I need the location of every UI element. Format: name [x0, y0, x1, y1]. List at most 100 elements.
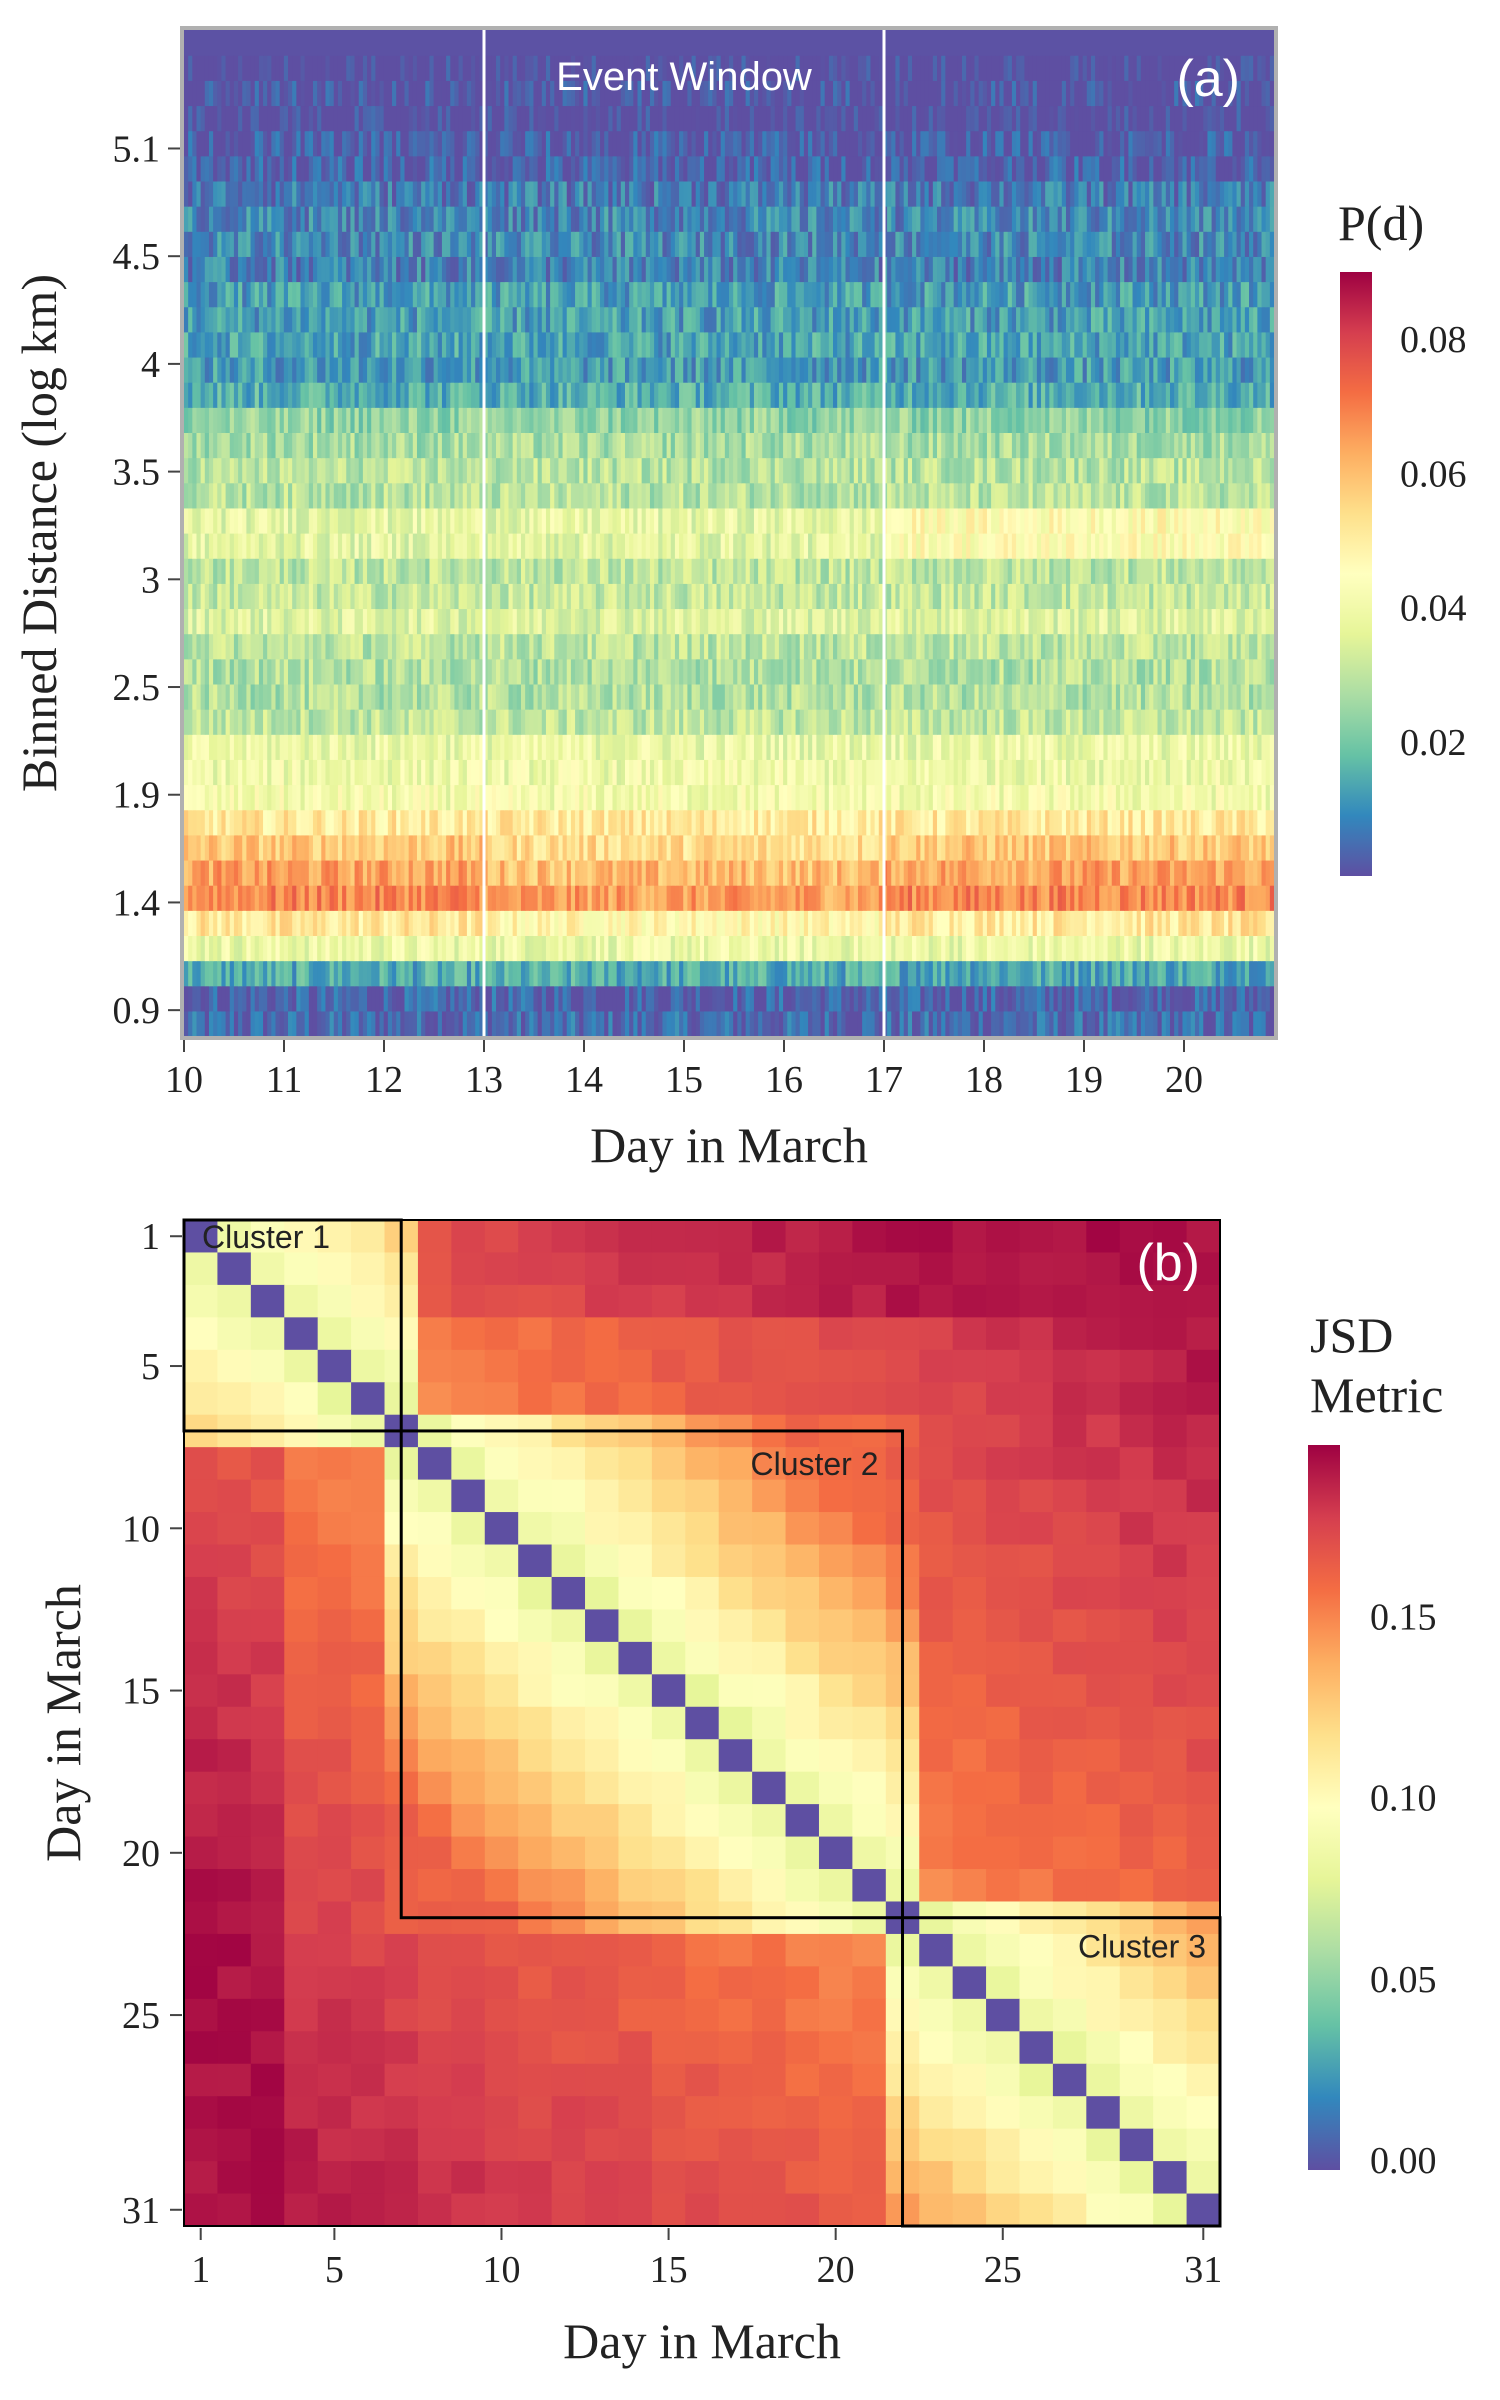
panel-a-cell: [916, 558, 921, 584]
panel-a-cell: [471, 583, 476, 610]
panel-a-cell: [608, 784, 614, 811]
panel-a-cell: [816, 910, 822, 936]
panel-a-cell: [799, 910, 805, 936]
panel-a-cell: [841, 809, 847, 836]
panel-a-cell: [292, 935, 297, 962]
panel-a-cell: [1149, 960, 1154, 987]
panel-a-cell: [1065, 1010, 1071, 1037]
panel-a-cell: [396, 683, 401, 710]
panel-a-cell: [1099, 935, 1105, 962]
panel-a-cell: [1028, 658, 1034, 685]
panel-a-cell: [362, 985, 368, 1012]
panel-a-cell: [941, 935, 946, 962]
panel-a-cell: [645, 784, 651, 811]
panel-a-cell: [246, 683, 252, 710]
panel-a-cell: [695, 608, 701, 635]
panel-a-cell: [691, 809, 697, 836]
panel-a-cell: [208, 1010, 214, 1037]
panel-a-cell: [1124, 885, 1129, 911]
panel-a-cell: [666, 784, 672, 811]
panel-a-cell: [471, 834, 476, 861]
panel-a-cell: [425, 784, 431, 811]
panel-a-cell: [537, 910, 543, 936]
panel-a-cell: [1145, 885, 1150, 911]
panel-a-cell: [408, 709, 414, 735]
panel-a-cell: [1099, 809, 1105, 836]
panel-a-cell: [1211, 784, 1217, 811]
panel-a-cell: [342, 885, 347, 911]
panel-a-cell: [1232, 633, 1238, 660]
panel-a-cell: [982, 985, 988, 1012]
panel-a-cell: [529, 683, 535, 710]
panel-a-cell: [812, 583, 817, 610]
panel-a-cell: [837, 809, 842, 836]
panel-a-cell: [429, 885, 435, 911]
panel-a-cell: [907, 734, 913, 760]
panel-a-cell: [308, 734, 314, 760]
panel-a-cell: [716, 608, 722, 635]
panel-a-cell: [1269, 985, 1275, 1012]
panel-a-cell: [1186, 633, 1192, 660]
panel-a-cell: [479, 985, 485, 1012]
panel-a-cell: [466, 1010, 472, 1037]
panel-a-cell: [745, 608, 751, 635]
panel-a-cell: [296, 633, 302, 660]
panel-a-cell: [1211, 859, 1217, 886]
panel-a-cell: [192, 859, 198, 886]
panel-a-cell: [912, 784, 917, 811]
panel-a-cell: [716, 658, 722, 685]
panel-a-cell: [267, 709, 272, 735]
panel-a-cell: [554, 633, 560, 660]
panel-a-cell: [1016, 834, 1021, 861]
panel-a-cell: [683, 985, 688, 1012]
panel-a-cell: [454, 658, 460, 685]
panel-a-cell: [471, 859, 476, 886]
panel-a-cell: [916, 960, 921, 987]
panel-a-cell: [425, 658, 431, 685]
panel-a-cell: [246, 910, 252, 936]
panel-a-cell: [483, 1010, 489, 1037]
panel-a-cell: [995, 809, 1001, 836]
panel-a-cell: [687, 809, 693, 836]
panel-a-cell: [683, 608, 688, 635]
panel-a-cell: [1111, 759, 1117, 786]
panel-a-cell: [1215, 759, 1221, 786]
panel-a-cell: [953, 935, 959, 962]
panel-a-cell: [783, 1010, 788, 1037]
panel-a-cell: [1269, 885, 1275, 911]
panel-a-cell: [720, 709, 726, 735]
panel-a-cell: [400, 809, 406, 836]
panel-a-cell: [537, 608, 543, 635]
panel-a-cell: [1211, 935, 1217, 962]
panel-a-cell: [920, 759, 926, 786]
panel-a-cell: [986, 834, 992, 861]
panel-a-cell: [221, 859, 227, 886]
panel-a-cell: [679, 834, 684, 861]
panel-a-cell: [729, 683, 734, 710]
panel-a-cell: [961, 960, 967, 987]
panel-a-cell: [1186, 885, 1192, 911]
panel-a-cell: [795, 834, 801, 861]
panel-a-cell: [903, 709, 909, 735]
panel-a-cell: [466, 809, 472, 836]
panel-a-cell: [1228, 734, 1233, 760]
panel-a-cell: [795, 885, 801, 911]
panel-a-cell: [808, 834, 813, 861]
panel-a-cell: [550, 683, 555, 710]
panel-a-cell: [258, 985, 264, 1012]
panel-a-cell: [1169, 885, 1175, 911]
panel-a-cell: [841, 910, 847, 936]
panel-a-cell: [1132, 558, 1138, 584]
panel-a-cell: [745, 734, 751, 760]
panel-a-cell: [1024, 759, 1030, 786]
panel-a-cell: [1249, 1010, 1254, 1037]
panel-a-cell: [691, 709, 697, 735]
panel-a-cell: [392, 1010, 397, 1037]
panel-a-cell: [1244, 910, 1250, 936]
panel-a-cell: [957, 734, 963, 760]
panel-a-cell: [924, 859, 930, 886]
panel-a-cell: [666, 558, 672, 584]
panel-a-cell: [267, 633, 272, 660]
panel-a-cell: [1111, 985, 1117, 1012]
panel-a-cell: [1161, 658, 1167, 685]
